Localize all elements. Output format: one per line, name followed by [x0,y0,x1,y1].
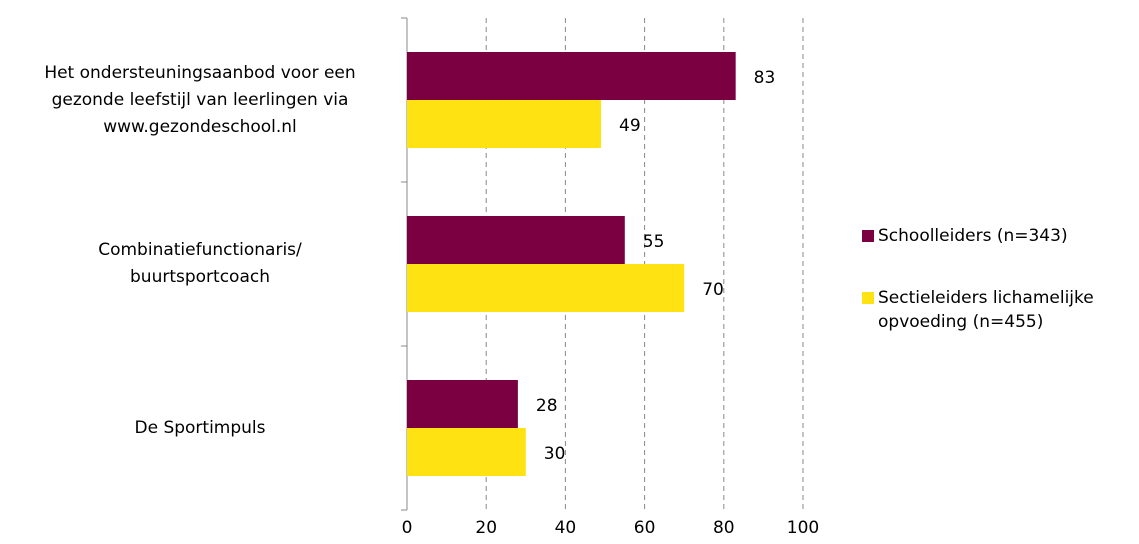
x-tick-label: 20 [475,518,497,538]
bar [407,264,685,312]
data-label: 30 [544,444,566,464]
bar [407,428,526,476]
x-tick-label: 100 [787,518,819,538]
data-label: 49 [619,116,641,136]
x-tick-label: 80 [713,518,735,538]
category-label-line: De Sportimpuls [134,417,266,438]
legend-swatch [862,230,874,242]
legend-swatch [862,292,874,304]
x-tick-label: 60 [634,518,656,538]
data-label: 83 [754,68,776,88]
category-label: Combinatiefunctionaris/buurtsportcoach [0,237,400,291]
category-label: Het ondersteuningsaanbod voor een gezonde… [0,60,400,141]
data-label: 70 [702,280,724,300]
bar [407,52,736,100]
bar [407,216,625,264]
bar [407,100,602,148]
x-tick-label: 0 [402,518,413,538]
category-label-line: gezonde leefstijl van leerlingen via [51,89,349,110]
legend-label: Schoolleiders (n=343) [878,226,1068,246]
category-label: De Sportimpuls [0,415,400,442]
legend-label: Sectieleiders lichamelijke opvoeding (n=… [878,288,1094,332]
category-label-line: www.gezondeschool.nl [103,116,297,137]
x-tick-label: 40 [555,518,577,538]
category-label-line: Het ondersteuningsaanbod voor een [44,62,356,83]
category-label-line: buurtsportcoach [130,267,270,287]
bar [407,380,518,428]
data-label: 55 [643,232,665,252]
category-label-line: Combinatiefunctionaris/ [98,240,302,260]
data-label: 28 [536,396,558,416]
